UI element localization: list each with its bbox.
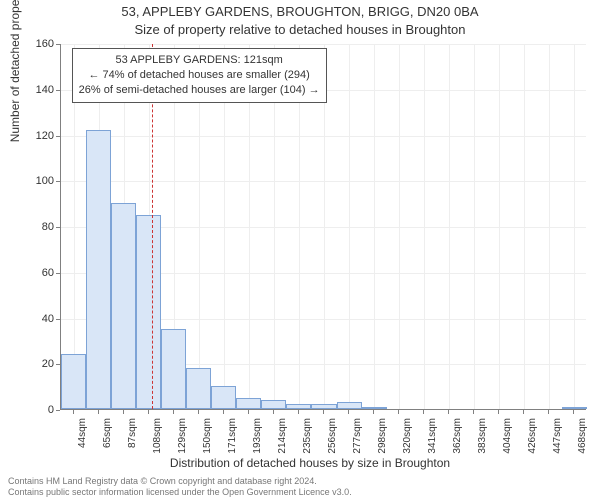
y-tick-label: 160: [14, 38, 54, 50]
gridline-v: [399, 44, 400, 409]
x-tick-mark: [398, 410, 399, 414]
y-tick-mark: [56, 44, 60, 45]
x-tick-mark: [273, 410, 274, 414]
y-tick-mark: [56, 90, 60, 91]
gridline-v: [499, 44, 500, 409]
y-tick-mark: [56, 410, 60, 411]
histogram-bar: [311, 404, 336, 409]
gridline-v: [549, 44, 550, 409]
y-tick-mark: [56, 319, 60, 320]
y-tick-mark: [56, 273, 60, 274]
y-tick-mark: [56, 181, 60, 182]
gridline-v: [349, 44, 350, 409]
histogram-bar: [61, 354, 86, 409]
x-tick-mark: [348, 410, 349, 414]
histogram-bar: [186, 368, 211, 409]
y-tick-label: 80: [14, 221, 54, 233]
page: 53, APPLEBY GARDENS, BROUGHTON, BRIGG, D…: [0, 0, 600, 500]
histogram-bar: [562, 407, 587, 409]
y-tick-mark: [56, 364, 60, 365]
x-tick-mark: [448, 410, 449, 414]
y-tick-label: 40: [14, 313, 54, 325]
plot-area: 53 APPLEBY GARDENS: 121sqm← 74% of detac…: [61, 44, 586, 409]
annotation-box: 53 APPLEBY GARDENS: 121sqm← 74% of detac…: [72, 48, 327, 103]
x-tick-mark: [548, 410, 549, 414]
y-tick-label: 0: [14, 404, 54, 416]
x-tick-mark: [123, 410, 124, 414]
histogram-bar: [286, 404, 311, 409]
gridline-v: [474, 44, 475, 409]
y-tick-label: 120: [14, 130, 54, 142]
x-tick-mark: [148, 410, 149, 414]
histogram-bar: [362, 407, 387, 409]
histogram-plot: 53 APPLEBY GARDENS: 121sqm← 74% of detac…: [60, 44, 586, 410]
y-tick-mark: [56, 227, 60, 228]
y-tick-mark: [56, 136, 60, 137]
x-tick-mark: [198, 410, 199, 414]
histogram-bar: [236, 398, 261, 409]
y-axis-label: Number of detached properties: [8, 0, 22, 142]
gridline-v: [449, 44, 450, 409]
histogram-bar: [211, 386, 236, 409]
x-tick-mark: [298, 410, 299, 414]
x-tick-mark: [73, 410, 74, 414]
x-tick-mark: [523, 410, 524, 414]
histogram-bar: [261, 400, 286, 409]
histogram-bar: [86, 130, 111, 409]
gridline-v: [524, 44, 525, 409]
page-title-line2: Size of property relative to detached ho…: [0, 22, 600, 37]
gridline-v: [574, 44, 575, 409]
histogram-bar: [337, 402, 362, 409]
page-title-line1: 53, APPLEBY GARDENS, BROUGHTON, BRIGG, D…: [0, 4, 600, 19]
x-tick-mark: [248, 410, 249, 414]
gridline-v: [374, 44, 375, 409]
x-tick-mark: [373, 410, 374, 414]
histogram-bar: [161, 329, 186, 409]
histogram-bar: [136, 215, 161, 409]
x-tick-mark: [173, 410, 174, 414]
x-tick-mark: [473, 410, 474, 414]
annotation-line2: ← 74% of detached houses are smaller (29…: [79, 68, 320, 83]
gridline-v: [424, 44, 425, 409]
x-tick-mark: [573, 410, 574, 414]
y-tick-label: 60: [14, 267, 54, 279]
histogram-bar: [111, 203, 136, 409]
annotation-line3: 26% of semi-detached houses are larger (…: [79, 83, 320, 98]
y-tick-label: 100: [14, 175, 54, 187]
x-tick-mark: [223, 410, 224, 414]
x-tick-mark: [423, 410, 424, 414]
x-tick-mark: [323, 410, 324, 414]
annotation-line1: 53 APPLEBY GARDENS: 121sqm: [79, 53, 320, 68]
y-tick-label: 20: [14, 358, 54, 370]
x-axis-label: Distribution of detached houses by size …: [0, 456, 600, 470]
footer-attribution: Contains HM Land Registry data © Crown c…: [8, 476, 352, 499]
x-tick-mark: [98, 410, 99, 414]
y-tick-label: 140: [14, 84, 54, 96]
x-tick-mark: [498, 410, 499, 414]
